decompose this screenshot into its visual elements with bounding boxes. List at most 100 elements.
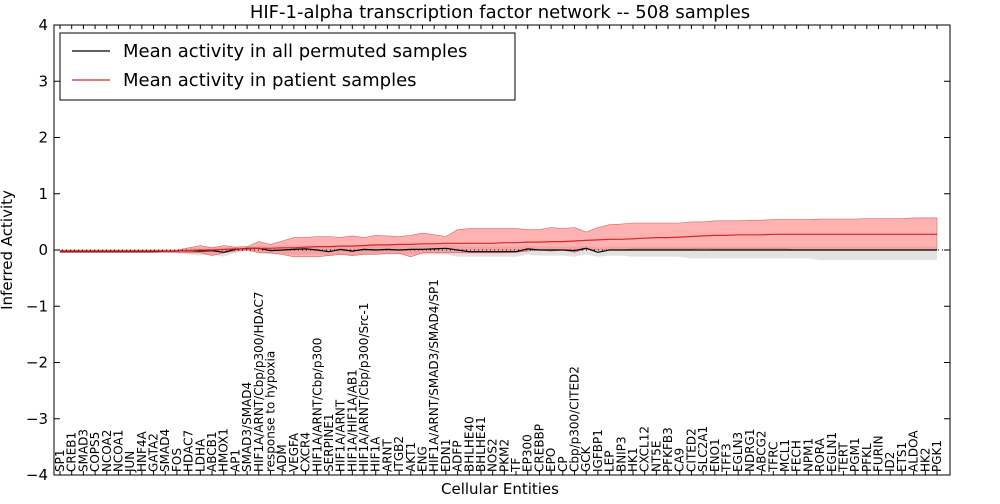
x-tick-label-29: ITGB2: [392, 436, 406, 472]
x-tick-label-11: HDAC7: [182, 430, 196, 472]
x-tick-label-30: AKT1: [404, 442, 418, 472]
x-tick-label-28: ARNT: [380, 438, 394, 472]
x-tick-label-36: BHLHE41: [474, 416, 488, 472]
x-tick-label-60: ABCG2: [755, 430, 769, 472]
x-tick-label-68: PGM1: [848, 437, 862, 472]
x-tick-label-31: ENG: [416, 446, 430, 472]
x-tick-label-46: IGFBP1: [591, 429, 605, 472]
x-tick-label-19: ADM: [275, 444, 289, 472]
legend-label-permuted: Mean activity in all permuted samples: [123, 41, 467, 62]
x-tick-label-62: MCL1: [778, 439, 792, 472]
x-tick-label-35: BHLHE40: [462, 416, 476, 472]
x-tick-label-8: GATA2: [147, 433, 161, 472]
x-tick-label-48: BNIP3: [614, 436, 628, 472]
x-tick-label-43: CP: [556, 456, 570, 472]
x-tick-label-64: NPM1: [801, 438, 815, 472]
y-tick-label-5: 1: [38, 185, 48, 203]
x-tick-label-47: LEP: [603, 450, 617, 472]
x-tick-label-53: CA9: [673, 448, 687, 472]
y-tick-label-7: 3: [38, 72, 48, 90]
x-tick-label-37: NOS2: [486, 438, 500, 472]
series-layer: [60, 233, 937, 253]
x-tick-label-14: HMOX1: [217, 428, 231, 472]
legend: Mean activity in all permuted samples Me…: [59, 32, 516, 101]
x-tick-label-44: Cbp/p300/CITED2: [568, 366, 582, 472]
x-tick-label-72: ETS1: [895, 442, 909, 472]
y-tick-label-8: 4: [38, 16, 48, 34]
y-tick-label-6: 2: [38, 129, 48, 147]
legend-box: [59, 32, 516, 101]
x-tick-label-39: TF: [509, 458, 523, 473]
x-tick-label-25: HIF1A/HIF1A/AB1: [345, 369, 359, 472]
x-tick-label-1: CREB1: [65, 432, 79, 472]
x-tick-label-24: HIF1A/ARNT: [334, 399, 348, 472]
x-tick-label-6: JUN: [123, 451, 137, 473]
x-tick-label-23: SERPINE1: [322, 413, 336, 472]
x-tick-label-57: TFF3: [720, 443, 734, 473]
x-tick-label-51: NT5E: [649, 441, 663, 473]
x-tick-label-21: CXCR4: [299, 432, 313, 472]
x-tick-label-12: LDHA: [193, 438, 207, 472]
x-tick-label-56: ENO1: [708, 438, 722, 472]
series-line-0: [60, 247, 937, 253]
x-tick-label-3: COPS5: [88, 432, 102, 472]
x-tick-label-0: SP1: [53, 450, 67, 473]
x-tick-label-54: CITED2: [684, 428, 698, 472]
x-tick-label-52: PFKFB3: [661, 427, 675, 472]
x-tick-label-42: EPO: [544, 448, 558, 472]
legend-label-patient: Mean activity in patient samples: [123, 70, 417, 91]
chart-title: HIF-1-alpha transcription factor network…: [250, 2, 750, 23]
x-tick-label-45: GCK: [579, 445, 593, 472]
x-tick-label-40: EP300: [521, 434, 535, 472]
x-tick-label-33: EDN1: [439, 439, 453, 472]
x-tick-label-49: HK1: [626, 447, 640, 472]
x-tick-label-17: HIF1A/ARNT/Cbp/p300/HDAC7: [252, 291, 266, 472]
x-tick-label-18: response to hypoxia: [264, 351, 278, 472]
x-tick-label-65: RORA: [813, 437, 827, 472]
x-tick-label-38: PKM2: [497, 439, 511, 472]
x-tick-label-69: PFKL: [860, 443, 874, 472]
x-tick-label-67: TERT: [837, 442, 851, 473]
bands-layer: [59, 217, 938, 261]
x-tick-label-20: VEGFA: [287, 432, 301, 472]
x-axis-label: Cellular Entities: [441, 480, 559, 498]
y-tick-label-1: −3: [26, 410, 48, 428]
x-tick-label-26: HIF1A/ARNT/Cbp/p300/Src-1: [357, 303, 371, 472]
x-tick-label-4: NCOA2: [100, 430, 114, 472]
x-tick-label-66: EGLN1: [825, 432, 839, 472]
x-tick-label-50: CXCL12: [638, 426, 652, 472]
x-tick-label-34: ADFP: [451, 440, 465, 472]
x-tick-label-10: FOS: [170, 448, 184, 472]
x-tick-label-55: SLC2A1: [696, 426, 710, 472]
x-tick-label-27: HIF1A: [369, 436, 383, 472]
x-tick-label-59: NDRG1: [743, 428, 757, 472]
x-tick-label-15: AP1: [228, 449, 242, 472]
x-tick-label-73: ALDOA: [907, 430, 921, 472]
x-axis: SP1CREB1SMAD3COPS5NCOA2NCOA1JUNHNF4AGATA…: [53, 25, 944, 475]
x-tick-label-32: HIF1A/ARNT/SMAD3/SMAD4/SP1: [427, 279, 441, 472]
x-tick-label-58: EGLN3: [731, 432, 745, 472]
series-line-1: [60, 233, 937, 252]
x-tick-label-63: FECH: [790, 440, 804, 472]
x-tick-label-5: NCOA1: [112, 430, 126, 472]
y-tick-label-3: −1: [26, 297, 48, 315]
y-axis: −4 −3 −2 −1 0 1 2 3 4: [26, 16, 950, 484]
x-tick-label-22: HIF1A/ARNT/Cbp/p300: [310, 338, 324, 472]
y-tick-label-2: −2: [26, 354, 48, 372]
x-tick-label-71: ID2: [883, 452, 897, 472]
x-tick-label-16: SMAD3/SMAD4: [240, 382, 254, 472]
x-tick-label-75: PGK1: [930, 440, 944, 472]
x-tick-label-13: ABCB1: [205, 432, 219, 472]
x-tick-label-61: TFRC: [766, 442, 780, 473]
x-tick-label-7: HNF4A: [135, 431, 149, 473]
x-tick-label-41: CREBBP: [532, 424, 546, 472]
y-tick-label-0: −4: [26, 466, 48, 484]
y-tick-label-4: 0: [38, 241, 48, 259]
x-tick-label-9: SMAD4: [158, 429, 172, 472]
x-tick-label-2: SMAD3: [76, 429, 90, 472]
x-tick-label-74: HK2: [918, 447, 932, 472]
x-tick-label-70: FURIN: [872, 435, 886, 472]
y-axis-label: Inferred Activity: [0, 190, 16, 310]
